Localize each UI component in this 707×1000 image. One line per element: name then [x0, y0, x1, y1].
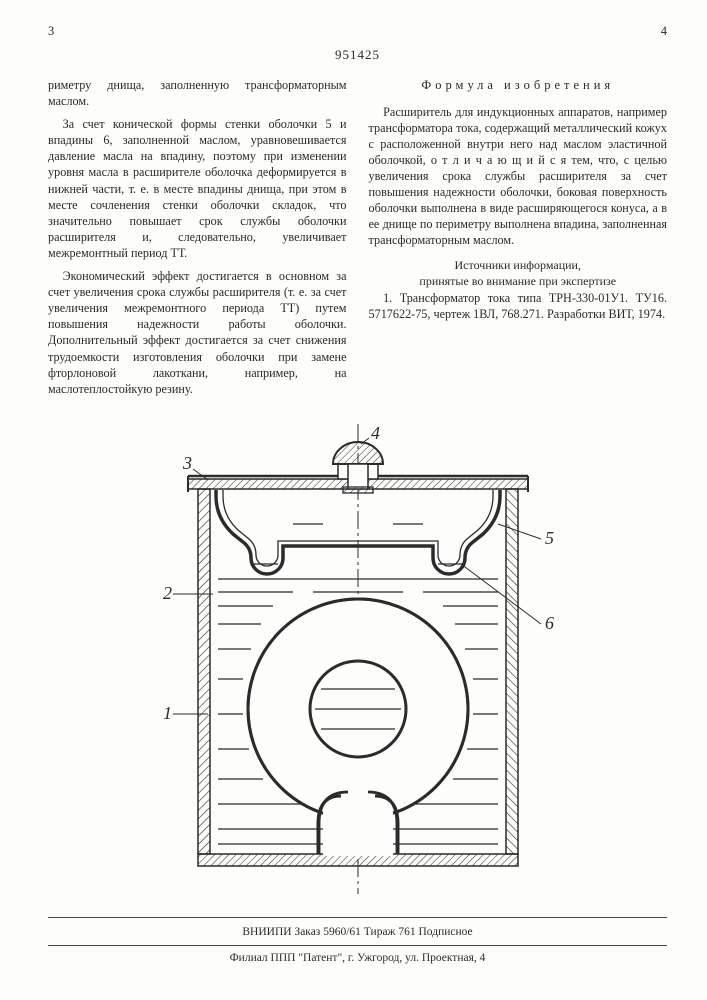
- document-number: 951425: [48, 47, 667, 63]
- sources-title: Источники информации, принятые во вниман…: [369, 258, 668, 290]
- page-num-right: 4: [661, 24, 667, 39]
- fig-label-2: 2: [163, 583, 172, 603]
- fig-label-4: 4: [371, 424, 380, 443]
- fig-label-3: 3: [182, 453, 192, 473]
- figure: 1 2 3 4 5 6: [48, 424, 667, 899]
- formula-title: Формула изобретения: [369, 77, 668, 94]
- right-p2: 1. Трансформатор тока типа ТРН-330-01У1.…: [369, 290, 668, 322]
- fig-label-6: 6: [545, 613, 554, 633]
- footer-line-1: ВНИИПИ Заказ 5960/61 Тираж 761 Подписное: [48, 924, 667, 941]
- fig-label-1: 1: [163, 703, 172, 723]
- footer-line-2: Филиал ППП "Патент", г. Ужгород, ул. Про…: [48, 945, 667, 967]
- footer: ВНИИПИ Заказ 5960/61 Тираж 761 Подписное…: [48, 917, 667, 968]
- column-left: риметру днища, заполненную трансформатор…: [48, 77, 347, 404]
- left-p2: За счет конической формы стенки оболочки…: [48, 116, 347, 261]
- column-right: Формула изобретения Расширитель для инду…: [369, 77, 668, 404]
- left-p1: риметру днища, заполненную трансформатор…: [48, 77, 347, 109]
- left-p3: Экономический эффект достигается в основ…: [48, 268, 347, 397]
- page-num-left: 3: [48, 24, 54, 39]
- transformer-diagram: 1 2 3 4 5 6: [143, 424, 573, 894]
- text-columns: риметру днища, заполненную трансформатор…: [48, 77, 667, 404]
- fig-label-5: 5: [545, 528, 554, 548]
- right-p1: Расширитель для индукционных аппаратов, …: [369, 104, 668, 249]
